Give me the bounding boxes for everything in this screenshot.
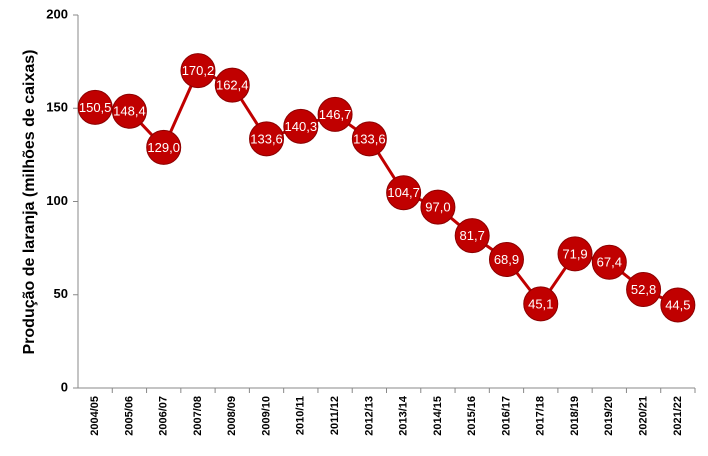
y-tick-label: 0 [61,379,68,394]
x-tick-label: 2014/15 [432,396,444,436]
marker [386,175,422,211]
value-label: 129,0 [147,140,180,155]
x-tick-label: 2009/10 [260,396,272,436]
marker [111,93,147,129]
x-tick-label: 2019/20 [603,396,615,436]
value-label: 133,6 [353,131,386,146]
value-label: 133,6 [250,131,283,146]
value-label: 140,3 [285,119,318,134]
x-tick-label: 2017/18 [535,396,547,436]
value-label: 150,5 [79,100,112,115]
x-tick-label: 2011/12 [329,396,341,435]
x-tick-label: 2018/19 [569,396,581,436]
x-tick-label: 2013/14 [398,395,410,436]
value-label: 44,5 [665,297,690,312]
value-label: 97,0 [425,200,450,215]
value-label: 71,9 [562,246,587,261]
x-tick-label: 2008/09 [226,396,238,436]
value-label: 170,2 [182,63,215,78]
marker [420,189,456,225]
marker [591,244,627,280]
y-tick-label: 50 [54,286,68,301]
marker [454,218,490,254]
x-tick-label: 2007/08 [192,396,204,436]
y-axis-label: Produção de laranja (milhões de caixas) [21,50,38,355]
marker [283,108,319,144]
marker [488,242,524,278]
value-label: 45,1 [528,296,553,311]
x-tick-label: 2021/22 [672,396,684,436]
value-label: 52,8 [631,282,656,297]
value-label: 148,4 [113,104,146,119]
marker [351,121,387,157]
x-tick-label: 2010/11 [295,396,307,435]
y-tick-label: 200 [46,6,68,21]
value-label: 68,9 [494,252,519,267]
y-tick-label: 100 [46,193,68,208]
marker [317,96,353,132]
marker [557,236,593,272]
value-label: 104,7 [387,185,420,200]
x-tick-label: 2016/17 [500,396,512,436]
x-tick-label: 2015/16 [466,396,478,436]
marker [77,89,113,125]
value-label: 146,7 [319,107,352,122]
value-label: 81,7 [460,228,485,243]
x-tick-label: 2006/07 [158,396,170,436]
marker [146,129,182,165]
marker [660,287,696,323]
x-tick-label: 2004/05 [89,396,101,436]
value-label: 162,4 [216,78,249,93]
x-tick-label: 2005/06 [123,396,135,436]
marker [523,286,559,322]
marker [180,53,216,89]
value-label: 67,4 [597,255,622,270]
marker [249,121,285,157]
x-tick-label: 2012/13 [363,396,375,436]
marker [214,67,250,103]
marker [626,272,662,308]
x-tick-label: 2020/21 [637,396,649,436]
y-tick-label: 150 [46,100,68,115]
